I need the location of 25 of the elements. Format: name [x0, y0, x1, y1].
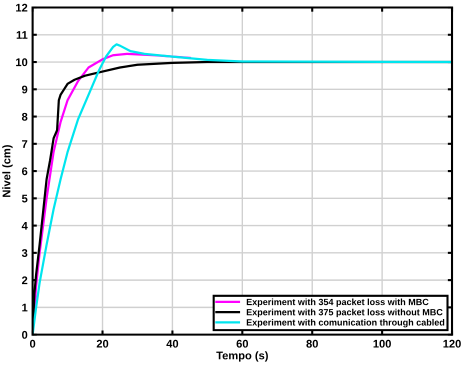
y-tick-label: 3 — [22, 249, 28, 258]
x-tick-label: 0 — [30, 340, 36, 348]
x-tick-label: 60 — [236, 340, 248, 348]
y-axis-title: Nivel (cm) — [2, 145, 13, 197]
y-tick-label: 1 — [22, 304, 28, 312]
y-tick-label: 5 — [22, 194, 28, 202]
y-tick-label: 4 — [22, 222, 28, 230]
x-axis-title: Tempo (s) — [216, 351, 268, 362]
y-tick-label: 12 — [16, 4, 28, 12]
y-tick-label: 11 — [16, 31, 28, 39]
legend-label: Experiment with 375 packet loss without MBC — [246, 308, 443, 318]
y-tick-label: 6 — [22, 167, 28, 176]
x-tick-label: 120 — [443, 340, 461, 348]
y-tick-label: 7 — [22, 140, 28, 148]
y-tick-label: 9 — [22, 86, 28, 94]
x-tick-label: 20 — [96, 340, 108, 348]
x-tick-label: 40 — [166, 340, 178, 348]
y-tick-label: 8 — [22, 112, 28, 121]
y-tick-label: 2 — [22, 276, 28, 284]
x-tick-label: 100 — [374, 340, 391, 348]
y-tick-label: 10 — [16, 58, 28, 66]
y-tick-label: 0 — [22, 330, 28, 339]
legend-label: Experiment with comunication through cabled — [246, 318, 444, 328]
x-tick-label: 80 — [306, 340, 318, 348]
legend-label: Experiment with 354 packet loss with MBC — [246, 298, 429, 307]
